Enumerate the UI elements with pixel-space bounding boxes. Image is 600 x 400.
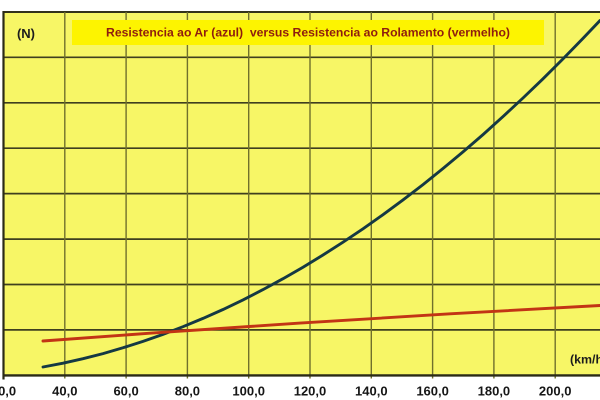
svg-text:180,0: 180,0	[478, 384, 511, 399]
svg-text:140,0: 140,0	[355, 384, 388, 399]
svg-text:(km/h): (km/h)	[570, 353, 600, 367]
svg-text:80,0: 80,0	[175, 384, 200, 399]
svg-text:Resistencia ao Ar (azul) vers: Resistencia ao Ar (azul) versus Resisten…	[106, 26, 510, 40]
svg-text:20,0: 20,0	[0, 384, 16, 399]
svg-text:60,0: 60,0	[113, 384, 138, 399]
svg-text:40,0: 40,0	[52, 384, 77, 399]
svg-text:100,0: 100,0	[232, 384, 265, 399]
svg-text:200,0: 200,0	[539, 384, 572, 399]
svg-text:(N): (N)	[17, 26, 35, 41]
svg-text:160,0: 160,0	[416, 384, 449, 399]
svg-text:120,0: 120,0	[294, 384, 327, 399]
